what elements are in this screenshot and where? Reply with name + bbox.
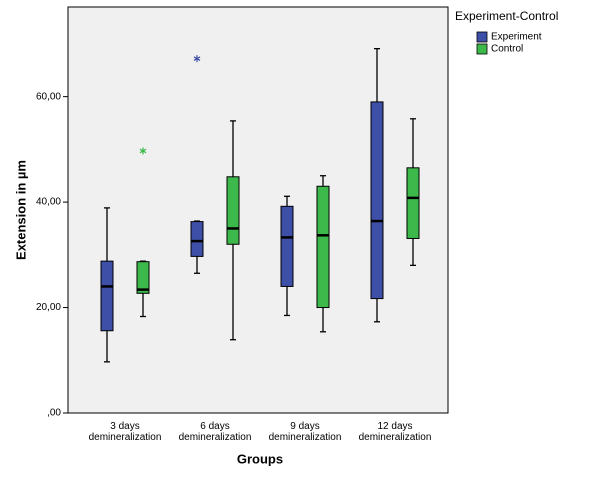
y-tick-label: 20,00 <box>36 302 61 313</box>
box <box>316 185 330 309</box>
x-tick-label: 3 days demineralization <box>88 421 162 443</box>
x-tick-label: 9 days demineralization <box>268 421 342 443</box>
box <box>100 260 114 332</box>
plot-area <box>67 6 449 414</box>
y-tick-label: 60,00 <box>36 91 61 102</box>
x-tick-label: 6 days demineralization <box>178 421 252 443</box>
box <box>406 167 420 239</box>
y-tick-label: ,00 <box>47 408 61 419</box>
legend-swatch <box>476 43 488 55</box>
legend-swatch <box>476 31 488 43</box>
legend-label: Experiment <box>491 32 542 43</box>
legend-title: Experiment-Control <box>455 9 558 23</box>
y-tick-label: 40,00 <box>36 197 61 208</box>
outlier <box>139 147 147 155</box>
x-axis-label: Groups <box>237 451 283 466</box>
box <box>136 261 150 294</box>
outlier-stroke <box>139 148 147 154</box>
outlier-stroke <box>193 56 201 61</box>
box <box>190 221 204 257</box>
legend-label: Control <box>491 44 523 55</box>
x-tick-label: 12 days demineralization <box>358 421 432 443</box>
box <box>370 101 384 300</box>
outlier <box>193 55 201 63</box>
y-axis-label: Extension in µm <box>13 160 28 260</box>
box <box>280 205 294 287</box>
box <box>226 176 240 245</box>
